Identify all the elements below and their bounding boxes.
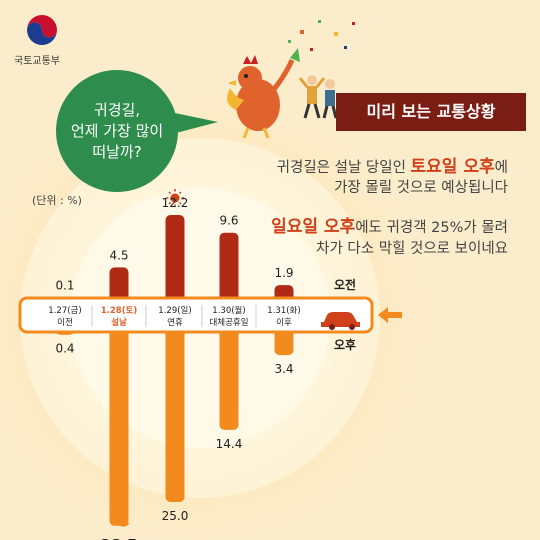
am-value-label: 1.9 (274, 266, 293, 280)
date-strip (18, 296, 374, 334)
am-bar (219, 232, 239, 302)
desc-text: 귀경길은 설날 당일인 (276, 160, 411, 176)
celebrating-people-icon (298, 75, 338, 119)
sun-icon (166, 189, 184, 207)
am-value-label: 4.5 (109, 248, 128, 262)
pm-bar (109, 328, 129, 526)
am-bar (109, 267, 129, 302)
desc-highlight: 토요일 오후 (410, 157, 495, 177)
desc-text: 에 (494, 160, 508, 176)
am-value-label: 0.1 (55, 278, 74, 292)
am-bar (165, 215, 185, 302)
pm-value-label: 28.5 (100, 536, 137, 540)
desc-text: 에도 귀경객 25%가 몰려 (355, 220, 508, 236)
pm-bar (274, 328, 294, 356)
category-label: 설날 (111, 317, 127, 328)
description-line-2: 가장 몰릴 것으로 예상됩니다 (334, 180, 508, 196)
category-date: 1.27(금) (48, 306, 81, 316)
bars-layer: 0.1 0.4 4.5 28.5 12.2 25.0 9.6 14.4 1.9 3.4 (55, 196, 293, 540)
category-date: 1.31(화) (267, 306, 300, 316)
pointer-arrow-icon (378, 307, 402, 323)
pm-value-label: 0.4 (55, 342, 74, 356)
pm-value-label: 3.4 (274, 362, 293, 376)
bubble-line-2: 언제 가장 많이 (70, 121, 164, 140)
description-paragraph-2: 일요일 오후에도 귀경객 25%가 몰려 (271, 212, 508, 237)
pm-bar (165, 328, 185, 502)
category-label: 이후 (276, 317, 292, 328)
pm-bar (219, 328, 239, 430)
am-value-label: 12.2 (162, 196, 189, 210)
bubble-tail (170, 112, 218, 134)
desc-highlight: 일요일 오후 (271, 217, 356, 237)
bubble-line-1: 귀경길, (93, 100, 141, 119)
am-legend: 오전 (334, 278, 357, 292)
unit-label: (단위 : %) (32, 194, 82, 207)
confetti-icon (288, 20, 355, 51)
category-date: 1.29(일) (158, 306, 191, 316)
bubble-line-3: 떠날까? (92, 142, 142, 161)
car-icon (321, 312, 360, 330)
question-bubble: 귀경길, 언제 가장 많이 떠날까? (56, 70, 178, 192)
category-labels: 1.27(금)이전 1.28(토)설날 1.29(일) 연휴 1.30(월)대체공휴일 1… (48, 305, 301, 328)
government-emblem-icon (27, 15, 58, 45)
category-label: 연휴 (167, 318, 183, 328)
category-date: 1.28(토) (101, 306, 138, 316)
pm-value-label: 14.4 (216, 437, 243, 451)
description-paragraph-1: 귀경길은 설날 당일인 토요일 오후에 (277, 152, 508, 177)
category-label: 대체공휴일 (209, 317, 248, 328)
pm-legend: 오후 (334, 338, 357, 352)
pm-value-label: 25.0 (162, 509, 189, 523)
am-value-label: 9.6 (219, 214, 238, 228)
category-date: 1.30(월) (212, 305, 245, 316)
category-label: 이전 (57, 317, 73, 328)
rooster-mascot-icon (227, 48, 300, 139)
traffic-banner: 미리 보는 교통상황 (336, 93, 526, 131)
description-line-4: 차가 다소 막힐 것으로 보이네요 (316, 241, 508, 257)
ministry-name: 국토교통부 (14, 56, 60, 67)
